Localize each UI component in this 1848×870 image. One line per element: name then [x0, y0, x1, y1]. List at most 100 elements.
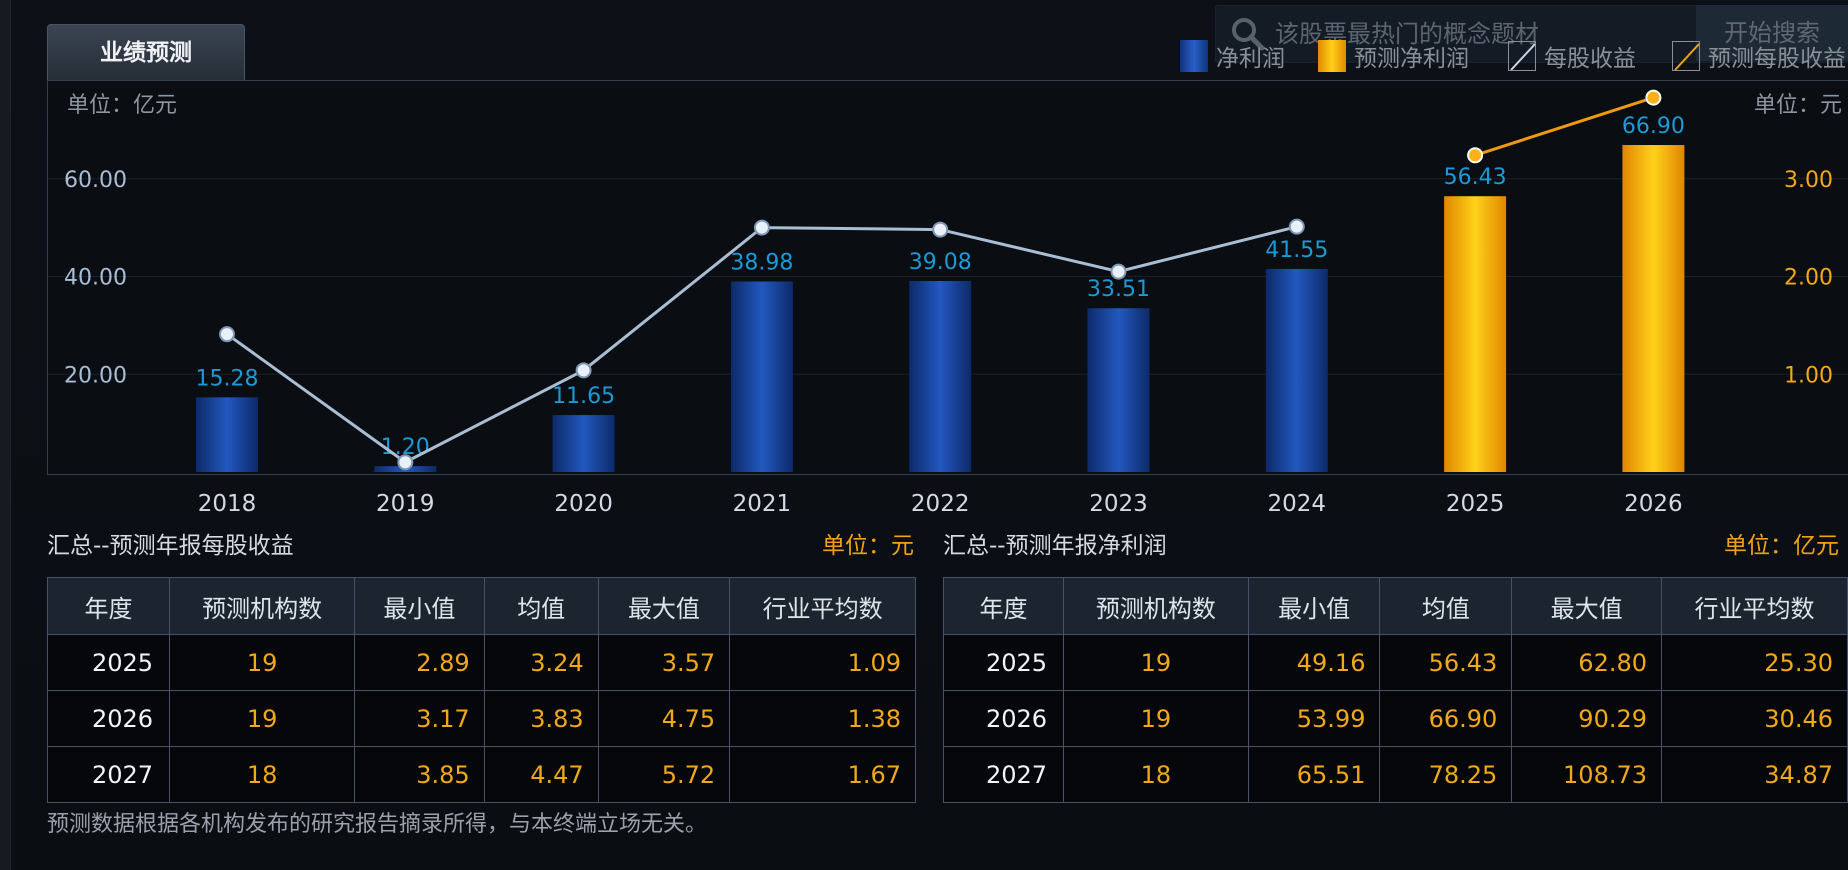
table-cell: 3.24	[483, 634, 599, 691]
eps-unit: 单位：元	[822, 533, 914, 559]
legend-label: 预测每股收益	[1708, 46, 1846, 72]
legend-label: 每股收益	[1544, 46, 1636, 72]
y-left-tick-label: 20.00	[64, 363, 127, 388]
table-cell: 2027	[46, 746, 171, 803]
line-point	[1645, 89, 1662, 106]
profit-unit: 单位：亿元	[1724, 533, 1839, 559]
table-row: 2027 18 3.85 4.47 5.72 1.67	[46, 746, 916, 803]
left-unit-label: 单位：亿元	[67, 93, 177, 118]
legend-item-forecast-net-profit[interactable]: 预测净利润	[1318, 38, 1469, 74]
table-cell: 3.85	[354, 746, 485, 803]
column-header[interactable]: 行业平均数	[1661, 577, 1848, 635]
bar	[552, 415, 615, 472]
table-row: 2026 19 53.99 66.90 90.29 30.46	[942, 690, 1848, 747]
line-point	[1467, 147, 1484, 164]
profit-section-title: 汇总--预测年报净利润	[943, 533, 1167, 559]
table-cell: 19	[169, 634, 356, 691]
table-header-row: 年度 预测机构数 最小值 均值 最大值 行业平均数	[46, 577, 916, 635]
x-tick-label: 2022	[911, 491, 970, 517]
table-cell: 18	[169, 746, 356, 803]
column-header[interactable]: 预测机构数	[1063, 577, 1249, 635]
column-header[interactable]: 预测机构数	[169, 577, 356, 635]
tab-performance-forecast[interactable]: 业绩预测	[47, 24, 245, 81]
table-cell: 4.47	[483, 746, 599, 803]
table-cell: 3.17	[354, 690, 485, 747]
table-cell: 2027	[942, 746, 1065, 803]
column-header[interactable]: 最小值	[1247, 577, 1381, 635]
legend-item-eps[interactable]: 每股收益	[1508, 38, 1636, 74]
x-tick-label: 2019	[376, 491, 435, 517]
table-cell: 19	[1063, 634, 1249, 691]
table-cell: 34.87	[1661, 746, 1848, 803]
legend-label: 预测净利润	[1354, 46, 1469, 72]
table-cell: 66.90	[1379, 690, 1513, 747]
column-header[interactable]: 最大值	[597, 577, 731, 635]
column-header[interactable]: 均值	[483, 577, 599, 635]
x-tick-label: 2023	[1089, 491, 1148, 517]
y-right-tick-label: 1.00	[1784, 363, 1833, 388]
table-cell: 90.29	[1511, 690, 1663, 747]
table-cell: 1.09	[729, 634, 916, 691]
table-cell: 4.75	[597, 690, 731, 747]
table-cell: 1.38	[729, 690, 916, 747]
table-cell: 49.16	[1247, 634, 1381, 691]
column-header[interactable]: 行业平均数	[729, 577, 916, 635]
y-right-tick-label: 3.00	[1784, 168, 1833, 193]
legend-swatch	[1508, 41, 1536, 71]
table-cell: 1.67	[729, 746, 916, 803]
eps-section-title: 汇总--预测年报每股收益	[47, 533, 294, 559]
legend-swatch	[1318, 40, 1346, 72]
table-cell: 5.72	[597, 746, 731, 803]
bar-data-label: 15.28	[196, 366, 259, 391]
column-header[interactable]: 最大值	[1511, 577, 1663, 635]
line-point	[1110, 263, 1127, 280]
column-header[interactable]: 最小值	[354, 577, 485, 635]
table-cell: 53.99	[1247, 690, 1381, 747]
table-row: 2026 19 3.17 3.83 4.75 1.38	[46, 690, 916, 747]
table-cell: 56.43	[1379, 634, 1513, 691]
legend-item-forecast-eps[interactable]: 预测每股收益	[1672, 38, 1846, 74]
line-point	[219, 326, 235, 343]
bar	[1444, 196, 1507, 473]
search-icon[interactable]	[1228, 14, 1268, 54]
bar	[1265, 268, 1328, 472]
forecast-eps-line	[1474, 96, 1654, 157]
bar	[730, 281, 793, 472]
table-cell: 30.46	[1661, 690, 1848, 747]
x-tick-label: 2025	[1446, 491, 1505, 517]
table-cell: 65.51	[1247, 746, 1381, 803]
table-cell: 3.57	[597, 634, 731, 691]
disclaimer-text: 预测数据根据各机构发布的研究报告摘录所得，与本终端立场无关。	[47, 812, 708, 837]
right-unit-label: 单位：元	[1754, 93, 1842, 118]
legend-swatch	[1180, 40, 1208, 72]
table-cell: 108.73	[1511, 746, 1663, 803]
y-right-tick-label: 2.00	[1784, 266, 1833, 291]
bar-data-label: 38.98	[730, 250, 793, 275]
table-cell: 19	[169, 690, 356, 747]
bar	[196, 397, 258, 472]
table-cell: 62.80	[1511, 634, 1663, 691]
y-left-tick-label: 60.00	[64, 168, 127, 193]
x-tick-label: 2024	[1268, 491, 1327, 517]
legend-label: 净利润	[1216, 46, 1285, 72]
table-cell: 25.30	[1661, 634, 1848, 691]
legend-item-net-profit[interactable]: 净利润	[1180, 38, 1285, 74]
bar-data-label: 41.55	[1265, 238, 1328, 263]
table-cell: 2.89	[354, 634, 485, 691]
bar-data-label: 33.51	[1087, 277, 1150, 302]
table-row: 2027 18 65.51 78.25 108.73 34.87	[942, 746, 1848, 803]
column-header[interactable]: 年度	[46, 577, 171, 635]
column-header[interactable]: 均值	[1379, 577, 1513, 635]
line-point	[1288, 218, 1305, 235]
legend-swatch	[1672, 41, 1700, 71]
bar-data-label: 11.65	[552, 384, 615, 409]
search-button[interactable]: 开始搜索	[1696, 5, 1848, 61]
column-header[interactable]: 年度	[942, 577, 1065, 635]
table-cell: 2025	[942, 634, 1065, 691]
bar	[1622, 145, 1685, 472]
performance-chart: 20.00 40.00 60.00 1.00 2.00 3.00 单位：亿元 单位：元 2018…	[48, 89, 1848, 517]
table-cell: 18	[1063, 746, 1249, 803]
table-header-row: 年度 预测机构数 最小值 均值 最大值 行业平均数	[942, 577, 1848, 635]
bar	[909, 280, 972, 472]
